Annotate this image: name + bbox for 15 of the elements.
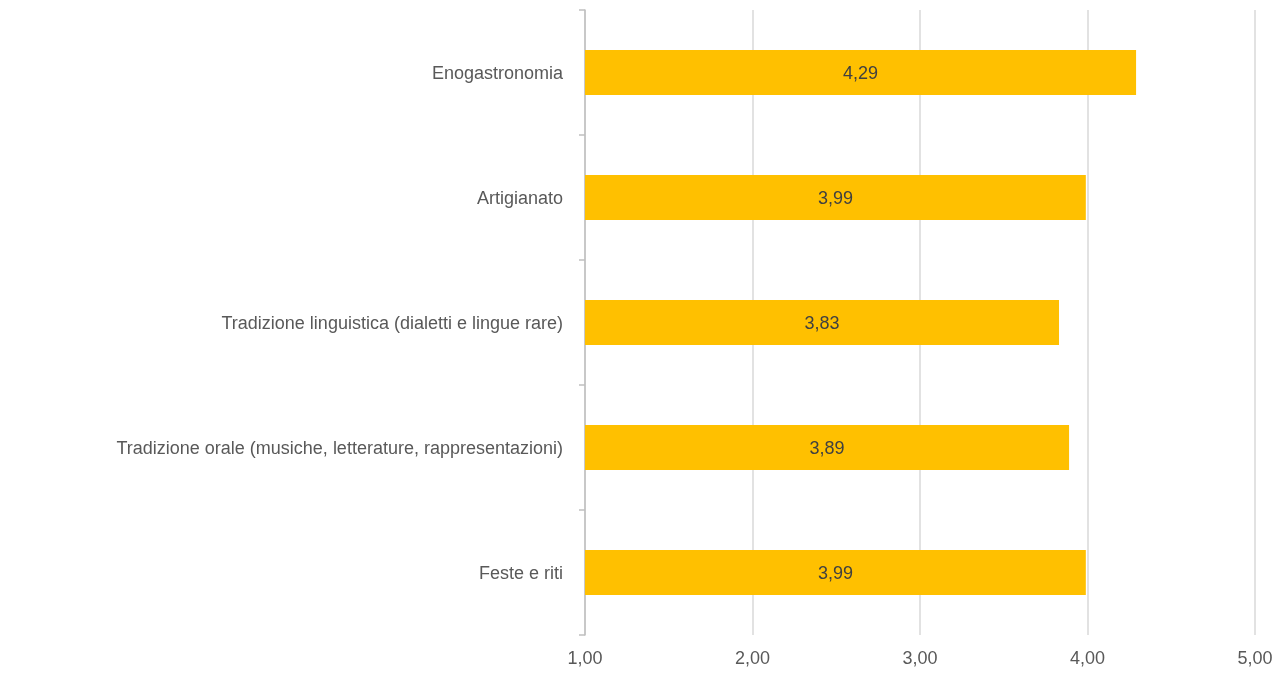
- x-tick-label: 1,00: [567, 648, 603, 668]
- x-tick-label: 4,00: [1069, 648, 1106, 668]
- data-label: 3,99: [817, 562, 853, 583]
- y-tick-label: Tradizione linguistica (dialetti e lingue rare): [221, 312, 563, 333]
- data-label: 3,83: [804, 312, 840, 333]
- x-tick-label: 2,00: [734, 648, 771, 668]
- y-tick-label: Enogastronomia: [431, 62, 564, 83]
- y-tick-label: Feste e riti: [478, 562, 563, 583]
- y-tick-label: Artigianato: [476, 187, 563, 208]
- data-label: 3,99: [817, 187, 853, 208]
- x-tick-label: 5,00: [1237, 648, 1273, 668]
- data-label: 4,29: [843, 62, 879, 83]
- x-tick-label: 3,00: [902, 648, 938, 668]
- data-label: 3,89: [809, 437, 845, 458]
- y-tick-label: Tradizione orale (musiche, letterature, rappresentazioni): [116, 437, 563, 458]
